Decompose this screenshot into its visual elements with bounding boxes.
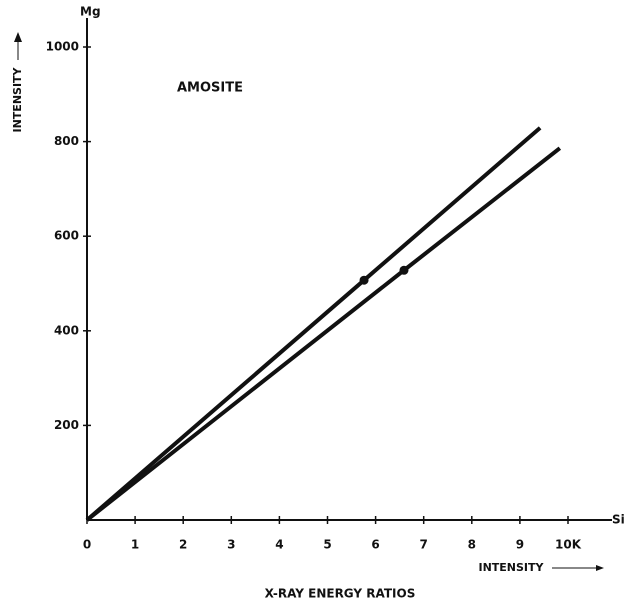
x-tick-label: 8 <box>468 538 476 552</box>
x-tick-label: 9 <box>516 538 524 552</box>
x-arrow-head <box>596 565 604 571</box>
x-tick-label: 5 <box>323 538 331 552</box>
x-tick-label: 10K <box>555 538 582 552</box>
data-point <box>359 275 369 285</box>
y-tick-label: 800 <box>54 134 79 148</box>
x-tick-label: 6 <box>371 538 379 552</box>
y-tick-label: 600 <box>54 229 79 243</box>
x-tick-label: 0 <box>83 538 91 552</box>
chart-title: AMOSITE <box>177 81 243 96</box>
data-point <box>399 265 409 275</box>
y-unit: Mg <box>80 5 101 19</box>
x-tick-label: 1 <box>131 538 139 552</box>
y-tick-label: 1000 <box>46 40 79 54</box>
caption: X-RAY ENERGY RATIOS <box>265 587 416 601</box>
x-tick-label: 2 <box>179 538 187 552</box>
x-tick-label: 7 <box>420 538 428 552</box>
y-tick-label: 400 <box>54 323 79 337</box>
x-axis-label: INTENSITY <box>478 561 544 574</box>
x-tick-label: 3 <box>227 538 235 552</box>
x-unit: Si <box>612 513 624 527</box>
y-tick-label: 200 <box>54 418 79 432</box>
y-arrow-head <box>14 32 22 42</box>
series-line <box>85 126 542 522</box>
y-axis-label: INTENSITY <box>11 66 24 132</box>
series-line <box>85 146 562 522</box>
x-tick-label: 4 <box>275 538 283 552</box>
